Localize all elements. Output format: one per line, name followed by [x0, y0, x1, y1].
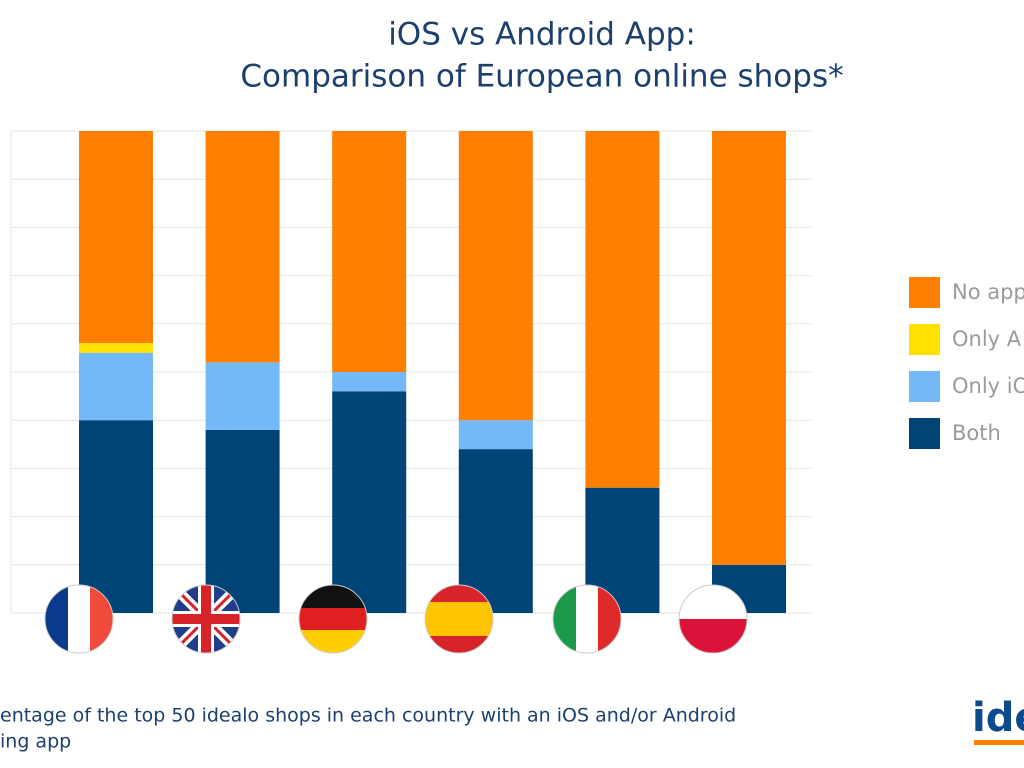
- flag-uk: [172, 585, 240, 653]
- logo: ide: [972, 695, 1024, 741]
- bar-segment: [332, 131, 407, 372]
- legend-swatch: [909, 324, 940, 355]
- legend-swatch: [909, 371, 940, 402]
- bar-segment: [79, 420, 153, 613]
- flags: [44, 584, 748, 654]
- bar-segment: [205, 362, 280, 430]
- bar-segment: [458, 449, 533, 613]
- bar-segment: [79, 343, 153, 353]
- legend: Both Only iO Only A No app: [909, 277, 1024, 449]
- legend-label: Only A: [952, 327, 1022, 351]
- legend-swatch: [909, 277, 940, 308]
- bar-segment: [332, 372, 407, 392]
- footnote: ing app: [0, 731, 71, 753]
- logo-underline: [974, 740, 1024, 745]
- plot-area: [10, 130, 811, 614]
- bar-segment: [332, 391, 407, 613]
- chart-title: iOS vs Android App:: [388, 17, 696, 53]
- legend-label: Only iO: [952, 374, 1024, 398]
- bar-segment: [205, 429, 280, 613]
- legend-label: Both: [952, 421, 1001, 445]
- legend-label: No app: [952, 280, 1024, 304]
- bar-segment: [458, 131, 533, 421]
- bar-segment: [712, 131, 786, 565]
- bar-segment: [79, 352, 153, 421]
- bar-segment: [79, 131, 153, 344]
- chart-subtitle: Comparison of European online shops*: [240, 59, 843, 95]
- bar-segment: [205, 131, 280, 363]
- legend-swatch: [909, 418, 940, 449]
- footnote: entage of the top 50 idealo shops in eac…: [0, 705, 736, 727]
- flag-italy: [553, 585, 621, 653]
- flag-france: [45, 585, 113, 653]
- flag-germany: [299, 585, 367, 653]
- flag-spain: [425, 585, 493, 653]
- bar-segment: [585, 131, 660, 488]
- bar-segment: [458, 420, 533, 450]
